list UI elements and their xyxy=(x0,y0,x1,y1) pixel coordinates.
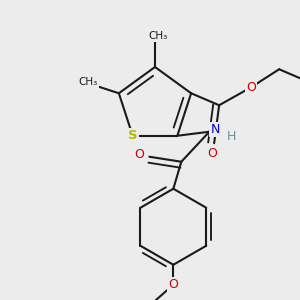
Text: O: O xyxy=(246,81,256,94)
Text: O: O xyxy=(168,278,178,291)
Text: H: H xyxy=(226,130,236,143)
Text: N: N xyxy=(211,123,220,136)
Text: CH₃: CH₃ xyxy=(79,76,98,87)
Text: O: O xyxy=(134,148,144,161)
Text: CH₃: CH₃ xyxy=(148,31,168,41)
Text: O: O xyxy=(207,147,217,160)
Text: S: S xyxy=(128,129,137,142)
